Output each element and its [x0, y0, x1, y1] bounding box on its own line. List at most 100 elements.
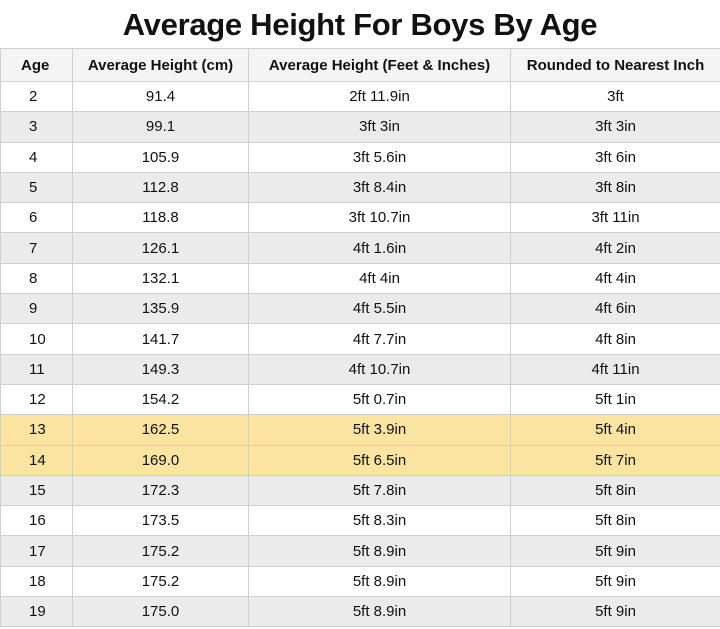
table-cell: 3ft 3in	[248, 111, 511, 143]
table-cell: 4ft 8in	[510, 323, 720, 355]
table-cell: 99.1	[72, 111, 249, 143]
table-cell: 3ft 6in	[510, 141, 720, 173]
table-cell: 4ft 2in	[510, 232, 720, 264]
table-cell: 3ft 8in	[510, 171, 720, 204]
table-cell: 5ft 9in	[510, 596, 720, 628]
table-cell: 3ft 5.6in	[248, 141, 511, 173]
table-row: 10 141.7 4ft 7.7in 4ft 8in	[0, 323, 720, 355]
table-body: 2 91.4 2ft 11.9in 3ft 3 99.1 3ft 3in 3ft 3in 4 10…	[0, 80, 720, 628]
table-cell: 5ft 8in	[510, 505, 720, 537]
table-header: Age Average Height (cm) Average Height (Fe…	[0, 48, 720, 82]
table-row: 5 112.8 3ft 8.4in 3ft 8in	[0, 171, 720, 204]
table-row: 16 173.5 5ft 8.3in 5ft 8in	[0, 505, 720, 537]
table-cell: 3ft 10.7in	[248, 202, 511, 234]
table-cell: 4ft 5.5in	[248, 293, 511, 325]
table-cell: 175.0	[72, 596, 249, 628]
table-cell: 10	[0, 323, 73, 355]
table-cell: 5ft 7in	[510, 444, 720, 476]
table-row: 15 172.3 5ft 7.8in 5ft 8in	[0, 474, 720, 507]
table-cell: 3	[0, 111, 73, 143]
table-cell: 7	[0, 232, 73, 264]
table-cell: 2	[0, 80, 73, 113]
table-cell: 4ft 4in	[510, 262, 720, 295]
table-cell: 3ft 3in	[510, 111, 720, 143]
table-cell: 3ft 11in	[510, 202, 720, 234]
table-cell: 132.1	[72, 262, 249, 295]
table-row: 8 132.1 4ft 4in 4ft 4in	[0, 262, 720, 295]
table-cell: 4ft 7.7in	[248, 323, 511, 355]
table-cell: 4ft 11in	[510, 353, 720, 385]
table-cell: 149.3	[72, 353, 249, 385]
table-cell: 172.3	[72, 474, 249, 507]
table-row: 17 175.2 5ft 8.9in 5ft 9in	[0, 535, 720, 567]
table-cell: 5ft 3.9in	[248, 414, 511, 446]
table-cell: 12	[0, 383, 73, 416]
table-cell: 5ft 8.3in	[248, 505, 511, 537]
table-cell: 5ft 8.9in	[248, 535, 511, 567]
table-cell: 5ft 6.5in	[248, 444, 511, 476]
table-cell: 173.5	[72, 505, 249, 537]
table-cell: 17	[0, 535, 73, 567]
table-cell: 135.9	[72, 293, 249, 325]
table-cell: 6	[0, 202, 73, 234]
table-cell: 175.2	[72, 565, 249, 598]
table-cell: 5ft 0.7in	[248, 383, 511, 416]
table-cell: 5ft 9in	[510, 565, 720, 598]
table-row: 2 91.4 2ft 11.9in 3ft	[0, 80, 720, 113]
title: Average Height For Boys By Age	[122, 7, 598, 42]
table-row: 3 99.1 3ft 3in 3ft 3in	[0, 111, 720, 143]
table-cell: 162.5	[72, 414, 249, 446]
table-cell: 4ft 1.6in	[248, 232, 511, 264]
column-header: Average Height (Feet & Inches)	[248, 48, 511, 82]
table-cell: 3ft	[510, 80, 720, 113]
column-header: Age	[0, 48, 73, 82]
table-cell: 5ft 8.9in	[248, 596, 511, 628]
table-row: 9 135.9 4ft 5.5in 4ft 6in	[0, 293, 720, 325]
table-cell: 2ft 11.9in	[248, 80, 511, 113]
table-cell: 105.9	[72, 141, 249, 173]
table-cell: 5ft 8.9in	[248, 565, 511, 598]
table-cell: 5ft 9in	[510, 535, 720, 567]
table-row: 11 149.3 4ft 10.7in 4ft 11in	[0, 353, 720, 385]
table-cell: 91.4	[72, 80, 249, 113]
table-row: 19 175.0 5ft 8.9in 5ft 9in	[0, 596, 720, 628]
table-cell: 4	[0, 141, 73, 173]
table-cell: 4ft 4in	[248, 262, 511, 295]
table-row: 13 162.5 5ft 3.9in 5ft 4in	[0, 414, 720, 446]
table-row: 12 154.2 5ft 0.7in 5ft 1in	[0, 383, 720, 416]
table-cell: 15	[0, 474, 73, 507]
table-cell: 112.8	[72, 171, 249, 204]
table-cell: 118.8	[72, 202, 249, 234]
table-cell: 5ft 1in	[510, 383, 720, 416]
table-cell: 5ft 8in	[510, 474, 720, 507]
table-cell: 19	[0, 596, 73, 628]
height-table: Age Average Height (cm) Average Height (Fe…	[0, 48, 720, 628]
column-header: Average Height (cm)	[72, 48, 249, 82]
table-cell: 11	[0, 353, 73, 385]
table-cell: 154.2	[72, 383, 249, 416]
table-cell: 175.2	[72, 535, 249, 567]
table-cell: 4ft 6in	[510, 293, 720, 325]
table-cell: 126.1	[72, 232, 249, 264]
table-row: 18 175.2 5ft 8.9in 5ft 9in	[0, 565, 720, 598]
table-cell: 16	[0, 505, 73, 537]
table-cell: 3ft 8.4in	[248, 171, 511, 204]
table-row: 6 118.8 3ft 10.7in 3ft 11in	[0, 202, 720, 234]
table-cell: 9	[0, 293, 73, 325]
table-cell: 4ft 10.7in	[248, 353, 511, 385]
table-cell: 141.7	[72, 323, 249, 355]
header-row: Age Average Height (cm) Average Height (Fe…	[0, 48, 720, 82]
table-row: 4 105.9 3ft 5.6in 3ft 6in	[0, 141, 720, 173]
table-cell: 5ft 7.8in	[248, 474, 511, 507]
column-header: Rounded to Nearest Inch	[510, 48, 720, 82]
table-cell: 13	[0, 414, 73, 446]
table-cell: 14	[0, 444, 73, 476]
table-cell: 5	[0, 171, 73, 204]
table-cell: 169.0	[72, 444, 249, 476]
table-cell: 18	[0, 565, 73, 598]
table-row: 7 126.1 4ft 1.6in 4ft 2in	[0, 232, 720, 264]
table-cell: 8	[0, 262, 73, 295]
table-cell: 5ft 4in	[510, 414, 720, 446]
table-row: 14 169.0 5ft 6.5in 5ft 7in	[0, 444, 720, 476]
